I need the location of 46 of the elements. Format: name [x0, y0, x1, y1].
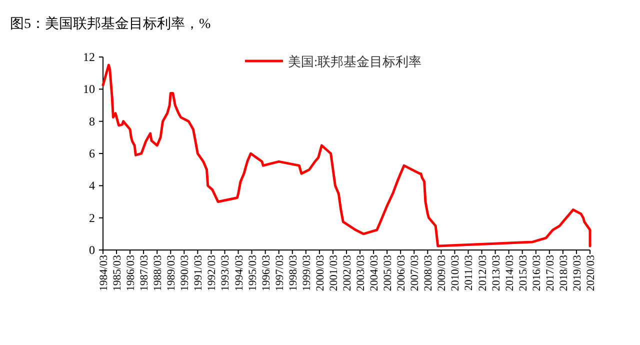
x-tick-label: 1984/03 [98, 254, 110, 292]
x-tick-label: 2004/03 [368, 254, 381, 292]
x-tick-label: 1987/03 [138, 254, 151, 292]
x-tick-label: 2020/03 [585, 254, 597, 292]
legend-label: 美国:联邦基金目标利率 [288, 54, 422, 69]
x-tick-label: 1988/03 [152, 254, 164, 292]
x-tick-label: 2009/03 [436, 254, 448, 292]
chart-title: 图5：美国联邦基金目标利率，% [10, 16, 211, 32]
x-tick-label: 2003/03 [355, 254, 367, 292]
x-tick-label: 1992/03 [206, 254, 218, 292]
x-tick-label: 1993/03 [220, 254, 232, 292]
x-tick-label: 1985/03 [112, 254, 124, 292]
x-tick-label: 2019/03 [571, 254, 584, 292]
x-tick-label: 2013/03 [490, 254, 502, 292]
x-tick-label: 1989/03 [166, 254, 178, 292]
x-tick-label: 1990/03 [179, 254, 192, 292]
x-tick-label: 2014/03 [504, 254, 516, 292]
x-tick-label: 2011/03 [463, 254, 476, 291]
x-tick-label: 2008/03 [422, 254, 435, 292]
x-tick-label: 2006/03 [396, 254, 408, 292]
y-tick-label: 0 [89, 243, 95, 257]
x-tick-label: 1999/03 [300, 254, 313, 292]
x-tick-label: 2015/03 [517, 254, 530, 292]
y-tick-label: 8 [89, 114, 95, 128]
x-tick-label: 1994/03 [233, 254, 246, 292]
x-tick-label: 2002/03 [341, 254, 354, 292]
x-tick-label: 2016/03 [530, 254, 543, 292]
x-tick-label: 2000/03 [314, 254, 326, 292]
x-tick-label: 1991/03 [192, 254, 205, 292]
x-tick-label: 1997/03 [274, 254, 286, 292]
y-tick-label: 6 [89, 146, 95, 160]
x-tick-label: 1986/03 [125, 254, 138, 292]
x-tick-label: 2007/03 [409, 254, 422, 292]
x-tick-label: 2018/03 [558, 254, 570, 292]
y-tick-label: 2 [89, 210, 95, 225]
x-tick-label: 2012/03 [476, 254, 489, 292]
y-tick-label: 4 [89, 178, 95, 193]
x-tick-label: 2005/03 [382, 254, 394, 292]
x-tick-label: 1995/03 [246, 254, 259, 292]
y-tick-label: 12 [83, 50, 95, 64]
x-tick-label: 2001/03 [328, 254, 340, 292]
x-tick-label: 1996/03 [260, 254, 272, 292]
x-tick-label: 2017/03 [544, 254, 556, 292]
y-tick-label: 10 [83, 82, 95, 96]
x-tick-label: 2010/03 [450, 254, 462, 292]
x-tick-label: 1998/03 [287, 254, 300, 292]
